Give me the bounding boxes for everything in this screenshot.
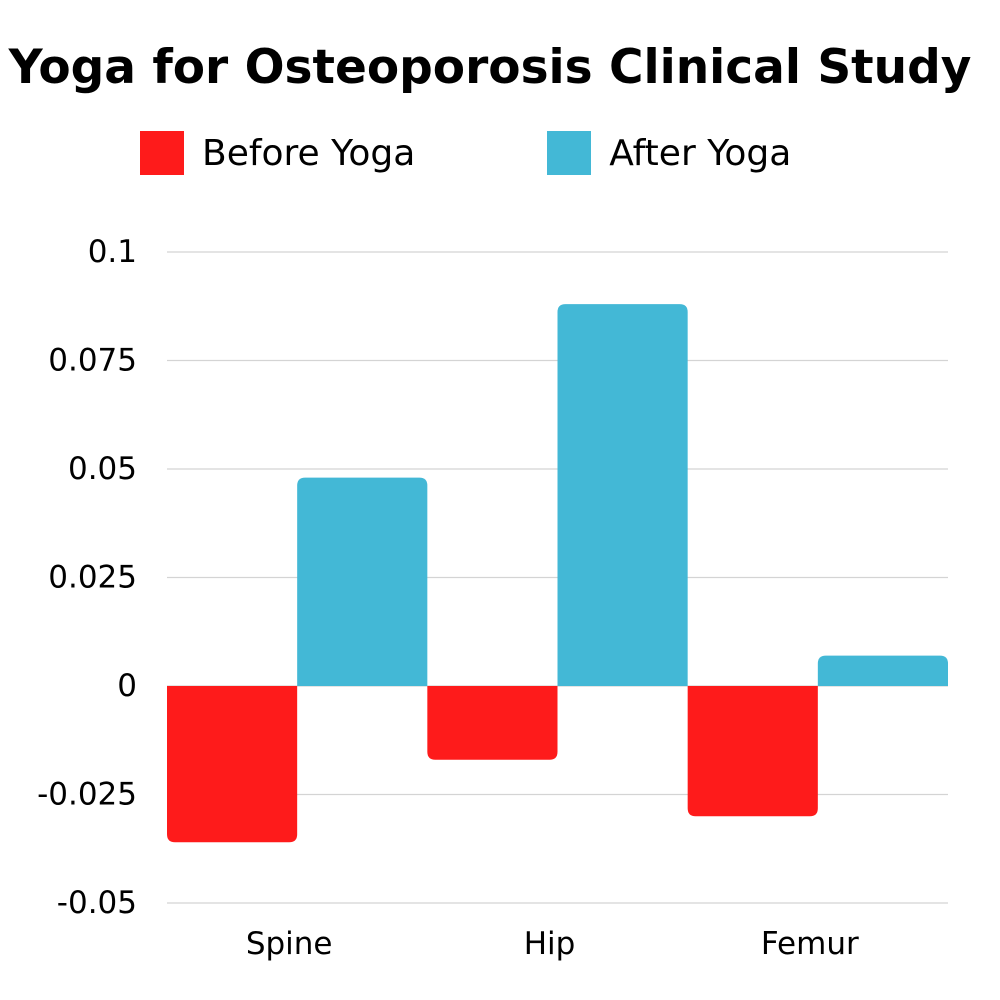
legend-item-before-yoga: Before Yoga xyxy=(140,131,415,175)
y-tick-label: 0 xyxy=(117,668,137,704)
x-tick-label: Hip xyxy=(524,926,576,962)
legend-swatch-before-yoga xyxy=(140,131,184,175)
bars xyxy=(167,304,948,843)
y-tick-label: 0.05 xyxy=(68,451,137,487)
chart-title: Yoga for Osteoporosis Clinical Study xyxy=(8,40,972,95)
y-tick-label: -0.05 xyxy=(57,885,137,921)
legend-item-after-yoga: After Yoga xyxy=(547,131,791,175)
bar-before-yoga-hip xyxy=(427,686,558,760)
bar-after-yoga-hip xyxy=(557,304,688,686)
x-tick-label: Femur xyxy=(761,926,859,962)
y-tick-label: -0.025 xyxy=(37,777,137,813)
legend-swatch-after-yoga xyxy=(547,131,592,175)
bar-before-yoga-femur xyxy=(687,686,818,817)
x-tick-label: Spine xyxy=(246,926,333,962)
legend-label-after-yoga: After Yoga xyxy=(609,132,792,174)
legend: Before Yoga After Yoga xyxy=(140,130,923,176)
bar-after-yoga-femur xyxy=(817,655,948,686)
y-tick-label: 0.075 xyxy=(48,343,137,379)
bar-before-yoga-spine xyxy=(167,686,298,843)
axis-labels: 0.1 0.075 0.05 0.025 0 -0.025 -0.05 Spine Hip Fem… xyxy=(37,234,859,962)
y-tick-label: 0.1 xyxy=(88,234,137,270)
bar-after-yoga-spine xyxy=(297,477,428,686)
legend-label-before-yoga: Before Yoga xyxy=(202,132,416,174)
y-tick-label: 0.025 xyxy=(48,560,137,596)
